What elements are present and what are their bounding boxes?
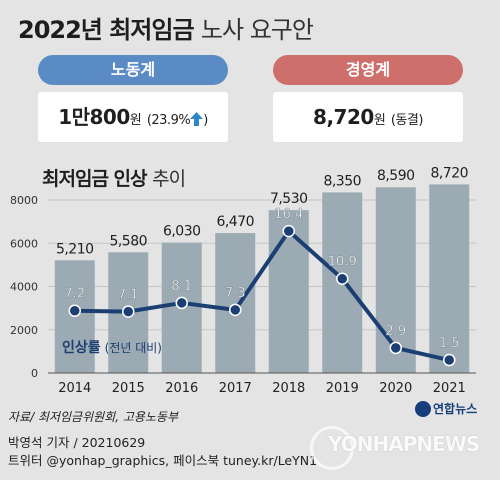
bar-value-label: 8,590 bbox=[377, 168, 415, 184]
chart-title-main: 최저임금 인상 bbox=[42, 168, 147, 190]
rate-value-label: 7.3 bbox=[225, 286, 246, 301]
y-tick-label: 8000 bbox=[10, 194, 38, 207]
page-title: 2022년 최저임금 노사 요구안 bbox=[18, 10, 314, 45]
bar-value-label: 6,030 bbox=[163, 224, 201, 240]
x-tick-label: 2014 bbox=[58, 381, 91, 396]
rate-value-label: 7.2 bbox=[64, 287, 85, 302]
rate-value-label: 1.5 bbox=[439, 336, 460, 351]
labor-label-pill: 노동계 bbox=[38, 55, 228, 85]
rate-point bbox=[175, 296, 188, 310]
management-amount: 8,720 bbox=[313, 105, 374, 129]
bar-value-label: 5,210 bbox=[56, 241, 94, 257]
source-note: 자료/ 최저임금위원회, 고용노동부 bbox=[8, 410, 179, 424]
x-tick-label: 2016 bbox=[165, 381, 198, 396]
bar bbox=[215, 233, 256, 373]
management-label-pill: 경영계 bbox=[273, 55, 463, 85]
bar-value-label: 7,530 bbox=[270, 191, 308, 207]
series-label-main: 인상률 bbox=[62, 339, 101, 356]
rate-value-label: 8.1 bbox=[171, 279, 192, 294]
x-tick-label: 2021 bbox=[433, 381, 466, 396]
logo-text: 연합뉴스 bbox=[433, 402, 478, 416]
watermark: YONHAPNEWS bbox=[328, 432, 480, 456]
y-tick-label: 6000 bbox=[10, 237, 38, 250]
yonhap-logo: 연합뉴스 bbox=[415, 400, 477, 417]
axis-layer: 0 2000 4000 6000 8000 2014 2015 2016 2017 2018 201… bbox=[10, 194, 476, 396]
management-demand-box: 8,720원 (동결) bbox=[273, 92, 463, 142]
bar bbox=[429, 184, 470, 373]
credit: 박영석 기자 / 20210629 트위터 @yonhap_graphics, 페… bbox=[8, 434, 317, 470]
bar-value-label: 8,720 bbox=[430, 165, 468, 181]
rate-point bbox=[282, 224, 295, 238]
labor-unit: 원 bbox=[129, 113, 142, 128]
up-arrow-icon bbox=[190, 112, 204, 126]
x-tick-label: 2018 bbox=[272, 381, 305, 396]
x-tick-label: 2019 bbox=[326, 381, 359, 396]
rate-point bbox=[122, 305, 135, 318]
chart-title-sub: 추이 bbox=[152, 168, 186, 190]
rate-value-label: 10.9 bbox=[328, 255, 357, 270]
x-tick-label: 2020 bbox=[379, 381, 412, 396]
rate-point bbox=[68, 304, 81, 317]
x-tick-label: 2017 bbox=[219, 381, 252, 396]
line-layer bbox=[68, 224, 456, 367]
rate-point bbox=[229, 303, 242, 317]
reporter-line: 박영석 기자 / 20210629 bbox=[8, 435, 146, 450]
rate-value-label: 2.9 bbox=[385, 324, 406, 339]
x-tick-label: 2015 bbox=[112, 381, 145, 396]
social-line: 트위터 @yonhap_graphics, 페이스북 tuney.kr/LeYN… bbox=[8, 453, 318, 468]
labor-amount: 1만800 bbox=[58, 105, 130, 129]
series-label: 인상률 (전년 대비) bbox=[62, 339, 162, 356]
rate-point bbox=[443, 353, 456, 367]
labor-note-close: ) bbox=[203, 113, 208, 128]
rate-point bbox=[336, 272, 349, 285]
logo-icon bbox=[415, 401, 431, 417]
rate-value-label: 16.4 bbox=[274, 207, 303, 222]
y-tick-label: 4000 bbox=[10, 281, 38, 294]
chart-title: 최저임금 인상 추이 bbox=[42, 164, 186, 191]
rate-point bbox=[389, 341, 402, 355]
bar-value-label: 6,470 bbox=[216, 214, 254, 230]
title-sub: 노사 요구안 bbox=[200, 16, 314, 44]
bar-value-label: 8,350 bbox=[323, 173, 361, 189]
management-note: (동결) bbox=[390, 113, 424, 128]
rate-line bbox=[74, 229, 450, 362]
label-layer: 5,210 5,580 6,030 6,470 7,530 8,350 8,590 8,720… bbox=[56, 165, 469, 351]
labor-note-open: (23.9% bbox=[146, 113, 191, 128]
bar-value-label: 5,580 bbox=[109, 233, 147, 249]
watermark-circle bbox=[310, 426, 354, 470]
y-tick-label: 0 bbox=[31, 367, 38, 380]
series-label-sub: (전년 대비) bbox=[105, 341, 162, 355]
labor-demand-box: 1만800원 (23.9%) bbox=[38, 92, 228, 142]
rate-value-label: 7.1 bbox=[118, 288, 139, 303]
title-main: 2022년 최저임금 bbox=[18, 16, 195, 44]
management-unit: 원 bbox=[373, 113, 386, 128]
y-tick-label: 2000 bbox=[10, 324, 38, 337]
